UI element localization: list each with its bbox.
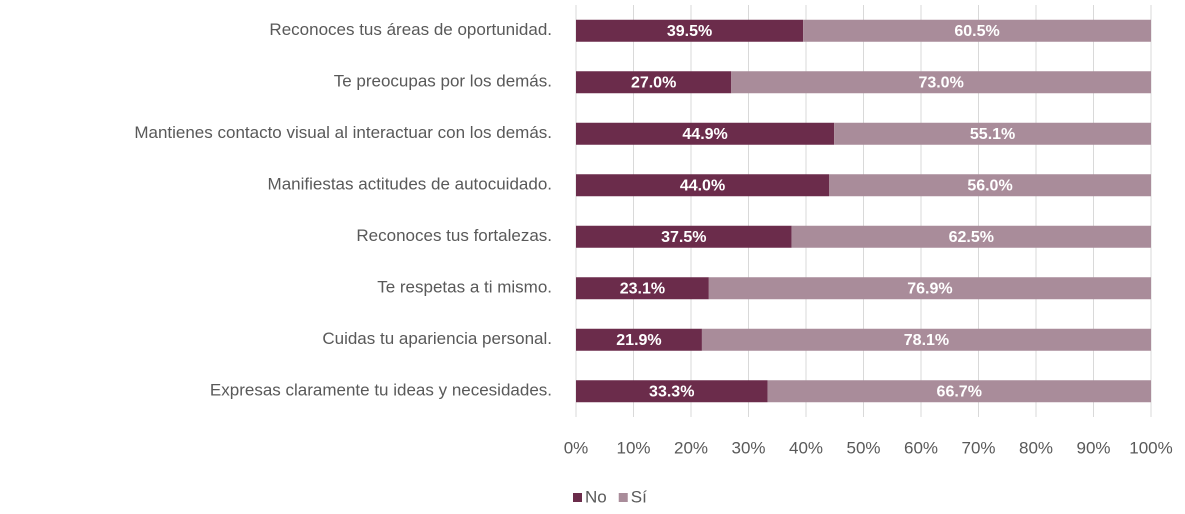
- value-label: 44.9%: [682, 126, 727, 143]
- bar-segment: [576, 71, 732, 94]
- legend-label: No: [585, 487, 607, 506]
- value-label: 33.3%: [649, 383, 694, 400]
- value-label: 62.5%: [949, 229, 994, 246]
- value-label: 78.1%: [904, 332, 949, 349]
- bar-segment: [803, 19, 1151, 42]
- value-label: 66.7%: [937, 383, 982, 400]
- bar-segment: [791, 225, 1151, 248]
- y-tick-label: Expresas claramente tu ideas y necesidad…: [210, 381, 552, 400]
- value-label: 44.0%: [680, 177, 725, 194]
- value-label: 60.5%: [954, 23, 999, 40]
- x-tick-label: 50%: [846, 438, 880, 457]
- bar-segment: [701, 328, 1151, 351]
- bar-segment: [576, 19, 804, 42]
- y-tick-label: Cuidas tu apariencia personal.: [322, 329, 552, 348]
- value-label: 21.9%: [616, 332, 661, 349]
- x-tick-label: 40%: [789, 438, 823, 457]
- bar-segment: [576, 277, 709, 300]
- bar-segment: [576, 174, 829, 197]
- legend-label: Sí: [631, 487, 647, 506]
- y-tick-label: Te preocupas por los demás.: [334, 72, 552, 91]
- x-tick-label: 90%: [1076, 438, 1110, 457]
- x-tick-label: 80%: [1019, 438, 1053, 457]
- x-tick-label: 10%: [616, 438, 650, 457]
- bar-segment: [829, 174, 1151, 197]
- y-tick-label: Reconoces tus fortalezas.: [356, 226, 552, 245]
- y-tick-label: Reconoces tus áreas de oportunidad.: [269, 20, 552, 39]
- y-tick-label: Mantienes contacto visual al interactuar…: [134, 123, 552, 142]
- bar-segment: [731, 71, 1151, 94]
- value-label: 23.1%: [620, 280, 665, 297]
- value-label: 56.0%: [967, 177, 1012, 194]
- value-label: 27.0%: [631, 74, 676, 91]
- legend-swatch: [573, 493, 582, 502]
- legend-swatch: [618, 493, 628, 502]
- x-tick-label: 70%: [961, 438, 995, 457]
- bar-segment: [576, 380, 768, 403]
- bar-segment: [576, 328, 702, 351]
- x-tick-label: 60%: [904, 438, 938, 457]
- y-tick-label: Te respetas a ti mismo.: [377, 278, 552, 297]
- x-tick-label: 0%: [564, 438, 589, 457]
- value-label: 39.5%: [667, 23, 712, 40]
- bar-segment: [576, 225, 792, 248]
- value-label: 76.9%: [907, 280, 952, 297]
- bar-segment: [708, 277, 1151, 300]
- x-tick-label: 30%: [731, 438, 765, 457]
- value-label: 55.1%: [970, 126, 1015, 143]
- value-label: 73.0%: [918, 74, 963, 91]
- x-tick-label: 20%: [674, 438, 708, 457]
- value-label: 37.5%: [661, 229, 706, 246]
- x-tick-label: 100%: [1129, 438, 1172, 457]
- bar-segment: [767, 380, 1151, 403]
- y-tick-label: Manifiestas actitudes de autocuidado.: [268, 175, 552, 194]
- bar-segment: [576, 122, 835, 145]
- bar-segment: [834, 122, 1151, 145]
